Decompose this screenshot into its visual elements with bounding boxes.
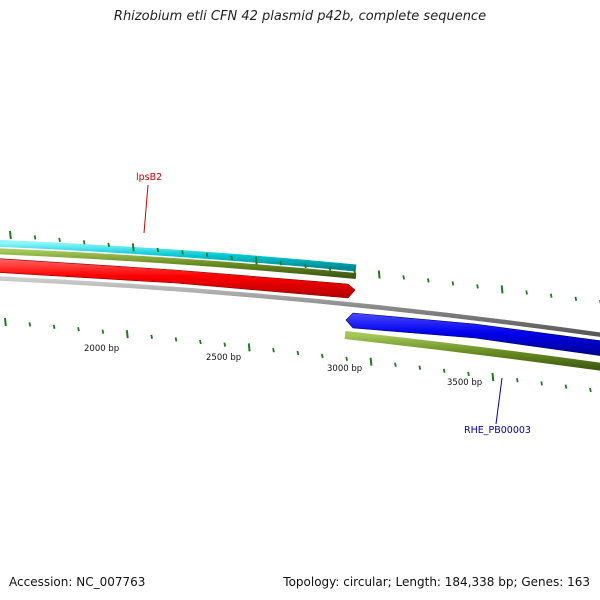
tick-mark-minor [321, 353, 324, 359]
tick-mark-major [9, 230, 12, 240]
gene-label-forward-leader [143, 184, 149, 234]
tick-mark-minor [28, 322, 32, 327]
tick-mark-minor [402, 275, 405, 280]
tick-mark-minor [442, 368, 446, 373]
scale-label-2000: 2000 bp [84, 344, 119, 354]
gene-label-forward[interactable]: lpsB2 [136, 172, 162, 183]
tick-mark-minor [181, 250, 184, 255]
tick-mark-minor [52, 324, 56, 329]
tick-mark-minor [272, 348, 275, 353]
tick-mark-minor [418, 365, 422, 370]
tick-mark-major [369, 357, 373, 366]
tick-mark-minor [82, 240, 86, 245]
tick-mark-minor [58, 237, 61, 242]
tick-mark-minor [174, 337, 178, 342]
tick-mark-minor [525, 290, 528, 295]
tick-mark-minor [156, 247, 160, 253]
tick-row-lower [4, 317, 592, 393]
tick-mark-minor [516, 378, 519, 383]
tick-mark-major [247, 343, 251, 352]
tick-mark-minor [230, 255, 233, 260]
tick-mark-minor [589, 387, 592, 393]
tick-mark-major [500, 285, 504, 294]
tick-row-upper [9, 230, 600, 305]
tick-mark-major [125, 330, 129, 339]
tick-mark-minor [279, 261, 283, 266]
reverse-cds-arrow[interactable] [345, 312, 600, 357]
tick-mark-minor [394, 362, 397, 367]
tick-mark-minor [77, 327, 80, 332]
tick-mark-minor [150, 334, 153, 339]
tick-mark-minor [540, 381, 543, 386]
tick-mark-minor [476, 284, 479, 289]
tick-mark-major [254, 256, 258, 265]
tick-mark-minor [549, 293, 553, 298]
forward-feature-track-cyan[interactable] [0, 239, 357, 272]
scale-label-3500: 3500 bp [447, 378, 482, 388]
topology-summary-text: Topology: circular; Length: 184,338 bp; … [283, 575, 590, 589]
tick-mark-minor [107, 242, 110, 247]
tick-mark-minor [345, 356, 348, 361]
tick-mark-minor [451, 281, 455, 286]
tick-mark-minor [564, 384, 568, 389]
scale-label-3000: 3000 bp [327, 364, 362, 374]
tick-mark-minor [467, 371, 470, 377]
tick-mark-minor [33, 235, 37, 240]
gene-label-reverse[interactable]: RHE_PB00003 [464, 425, 531, 436]
sequence-backbone [0, 276, 600, 337]
tick-mark-minor [427, 278, 430, 283]
map-title: Rhizobium etli CFN 42 plasmid p42b, comp… [113, 9, 487, 24]
tick-mark-minor [328, 266, 332, 271]
tick-mark-major [4, 317, 7, 327]
reverse-gene-track[interactable] [344, 331, 600, 371]
accession-text: Accession: NC_007763 [9, 575, 146, 589]
forward-cds-arrow[interactable] [0, 258, 356, 299]
gene-label-reverse-leader [495, 377, 503, 425]
tick-mark-minor [353, 269, 356, 274]
tick-mark-minor [205, 252, 209, 258]
tick-mark-minor [223, 342, 227, 347]
tick-mark-major [377, 270, 381, 279]
tick-mark-minor [101, 329, 105, 334]
tick-mark-major [131, 243, 135, 252]
tick-mark-minor [304, 263, 307, 269]
tick-mark-minor [574, 296, 578, 301]
forward-gene-track[interactable] [0, 248, 357, 279]
tick-mark-minor [296, 350, 300, 356]
tick-mark-minor [199, 339, 202, 345]
scale-label-2500: 2500 bp [206, 353, 241, 363]
tick-mark-major [491, 372, 495, 382]
